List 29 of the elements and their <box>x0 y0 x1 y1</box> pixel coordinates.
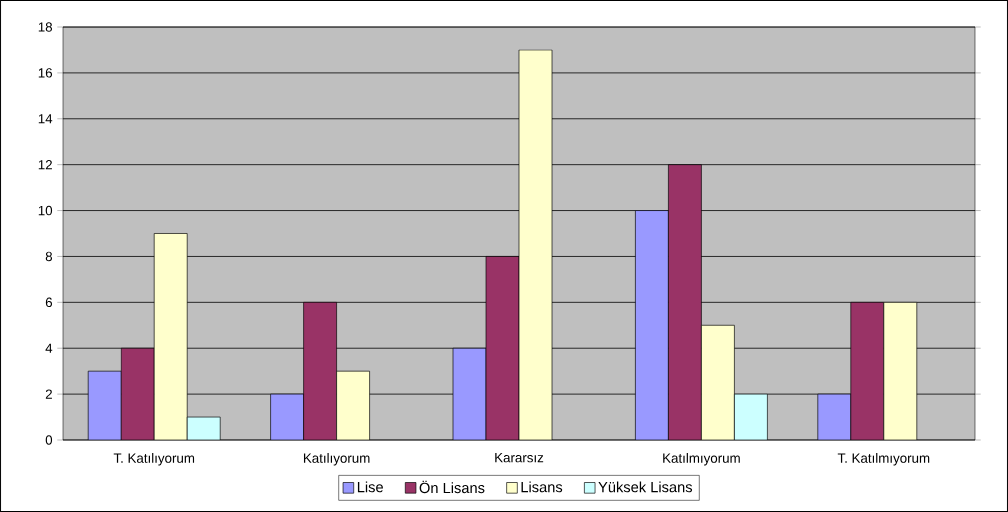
bar <box>120 347 155 440</box>
y-tick-label: 16 <box>38 68 53 78</box>
y-tick-label: 8 <box>45 251 53 262</box>
x-tick-label: Katılıyorum <box>303 453 370 466</box>
bar <box>518 49 553 440</box>
bar <box>850 301 885 440</box>
y-tick-label: 10 <box>38 205 53 216</box>
bar <box>668 164 702 440</box>
y-tick-label: 0 <box>45 435 53 445</box>
bar <box>485 256 520 440</box>
y-tick-label: 12 <box>38 160 52 170</box>
legend-label: Lisans <box>521 481 563 493</box>
y-tick-label: 18 <box>38 22 53 32</box>
bar <box>336 370 370 440</box>
bar <box>701 324 735 440</box>
bar <box>153 233 188 440</box>
bar <box>883 301 918 440</box>
x-tick-label: T. Katılıyorum <box>113 453 195 466</box>
bar <box>303 301 337 440</box>
y-tick-label: 2 <box>45 389 52 399</box>
y-tick-label: 4 <box>45 343 53 353</box>
y-tick-label: 14 <box>38 114 53 124</box>
x-tick-label: Kararsız <box>495 453 544 463</box>
legend-label: Ön Lisans <box>419 480 485 494</box>
x-tick-label: Katılmıyorum <box>663 453 740 466</box>
legend-label: Lise <box>357 481 383 493</box>
x-tick-label: T. Katılmıyorum <box>837 453 930 466</box>
legend-label: Yüksek Lisans <box>598 481 693 493</box>
y-tick-label: 6 <box>45 297 53 308</box>
